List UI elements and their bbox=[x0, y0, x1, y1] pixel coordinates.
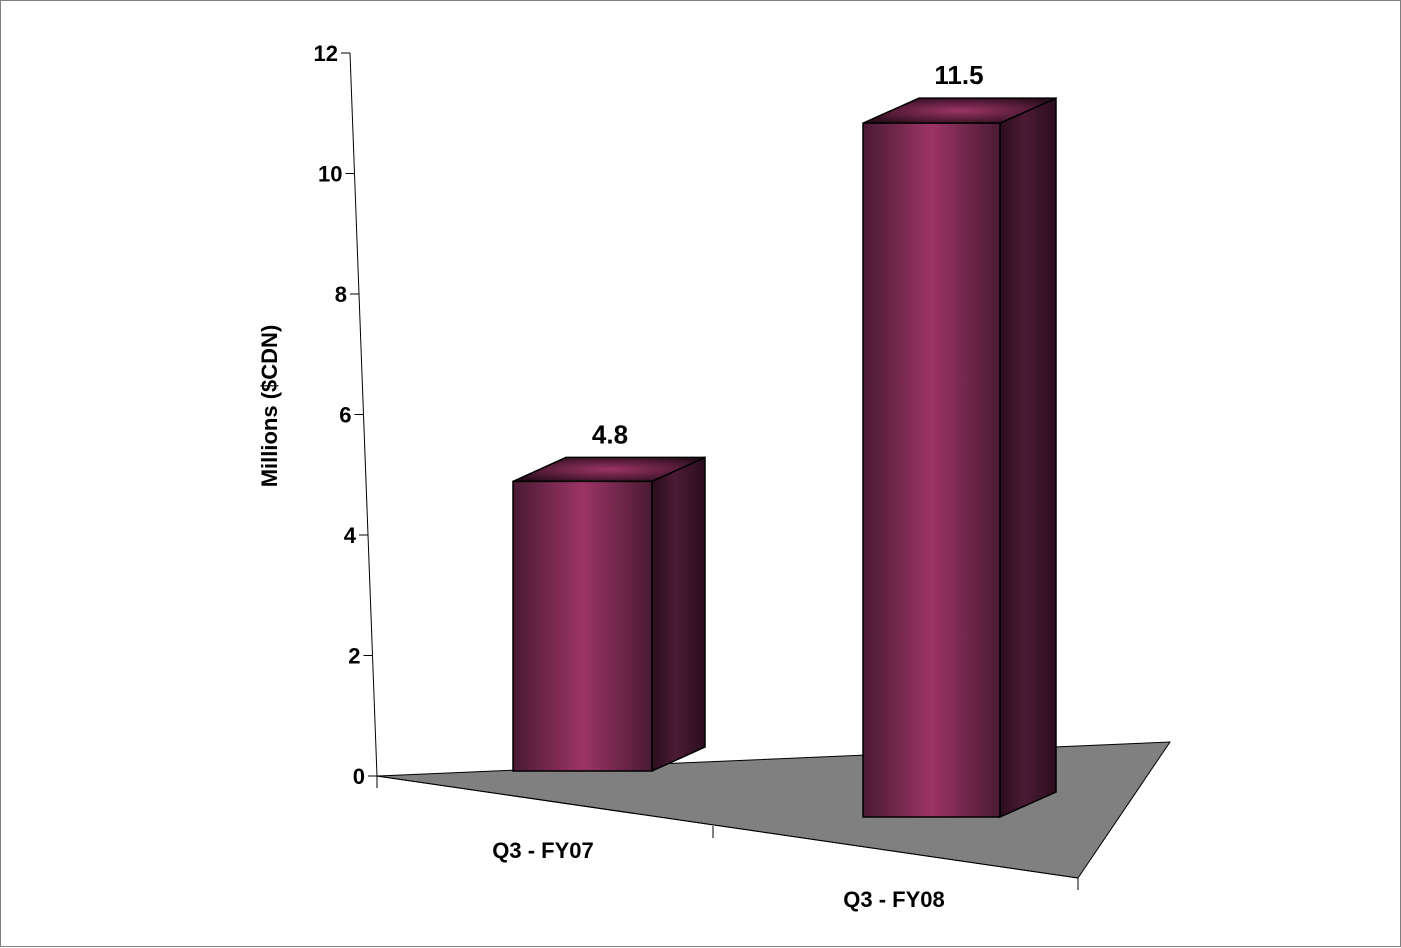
bar-side-face bbox=[651, 456, 706, 773]
y-tick-label: 4 bbox=[344, 523, 357, 548]
y-tick-label: 10 bbox=[318, 162, 342, 187]
bar-front-face bbox=[862, 122, 1001, 818]
bar-side-face bbox=[999, 97, 1057, 819]
y-tick-label: 6 bbox=[339, 403, 351, 428]
y-tick-label: 2 bbox=[348, 644, 360, 669]
bar bbox=[512, 456, 706, 773]
bar bbox=[862, 97, 1057, 819]
x-category-label: Q3 - FY07 bbox=[492, 838, 593, 863]
data-label: 4.8 bbox=[592, 419, 628, 449]
y-tick-label: 0 bbox=[353, 764, 365, 789]
data-label: 11.5 bbox=[934, 60, 983, 90]
y-tick-label: 12 bbox=[314, 41, 338, 66]
y-tick-label: 8 bbox=[335, 282, 347, 307]
bar-front-face bbox=[512, 480, 653, 772]
x-category-label: Q3 - FY08 bbox=[843, 887, 944, 912]
y-axis-title: Millions ($CDN) bbox=[257, 325, 282, 488]
x-axis-line bbox=[376, 775, 1079, 879]
